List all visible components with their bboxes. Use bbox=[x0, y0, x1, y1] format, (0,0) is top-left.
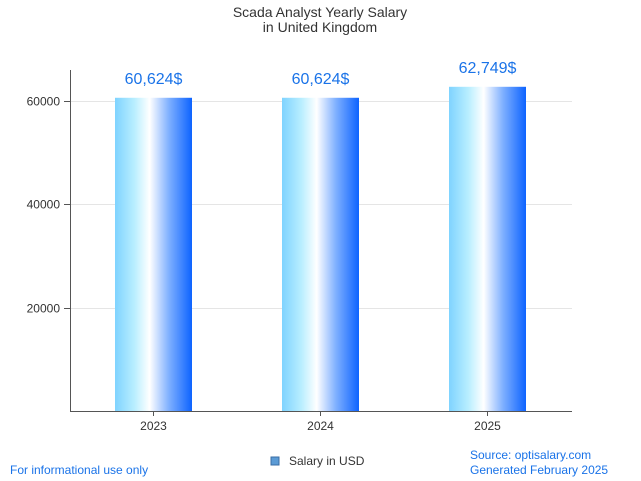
legend-swatch bbox=[270, 456, 280, 466]
bar-2023 bbox=[115, 97, 192, 411]
chart-title-line-2: in United Kingdom bbox=[263, 19, 377, 35]
x-tick-label-2023: 2023 bbox=[140, 419, 167, 433]
data-label-2024: 60,624$ bbox=[292, 71, 350, 88]
y-tick-label: 60000 bbox=[27, 95, 61, 109]
x-axis-ticks: 2023 2024 2025 bbox=[140, 411, 501, 433]
y-tick-label: 40000 bbox=[27, 198, 61, 212]
data-label-2023: 60,624$ bbox=[125, 71, 183, 88]
bar-2025 bbox=[449, 86, 526, 411]
footer-generated: Generated February 2025 bbox=[470, 463, 608, 477]
y-axis-ticks: 20000 40000 60000 bbox=[27, 95, 70, 316]
bars bbox=[115, 86, 526, 411]
data-label-2025: 62,749$ bbox=[459, 60, 517, 77]
legend: Salary in USD bbox=[270, 454, 365, 468]
y-tick-label: 20000 bbox=[27, 302, 61, 316]
bar-2024 bbox=[282, 97, 359, 411]
x-tick-label-2024: 2024 bbox=[307, 419, 334, 433]
footer-disclaimer: For informational use only bbox=[10, 463, 148, 477]
chart-title-line-1: Scada Analyst Yearly Salary bbox=[233, 4, 407, 20]
legend-label: Salary in USD bbox=[289, 454, 365, 468]
footer-source: Source: optisalary.com bbox=[470, 448, 591, 462]
x-tick-label-2025: 2025 bbox=[474, 419, 501, 433]
data-labels: 60,624$ 60,624$ 62,749$ bbox=[125, 60, 517, 88]
